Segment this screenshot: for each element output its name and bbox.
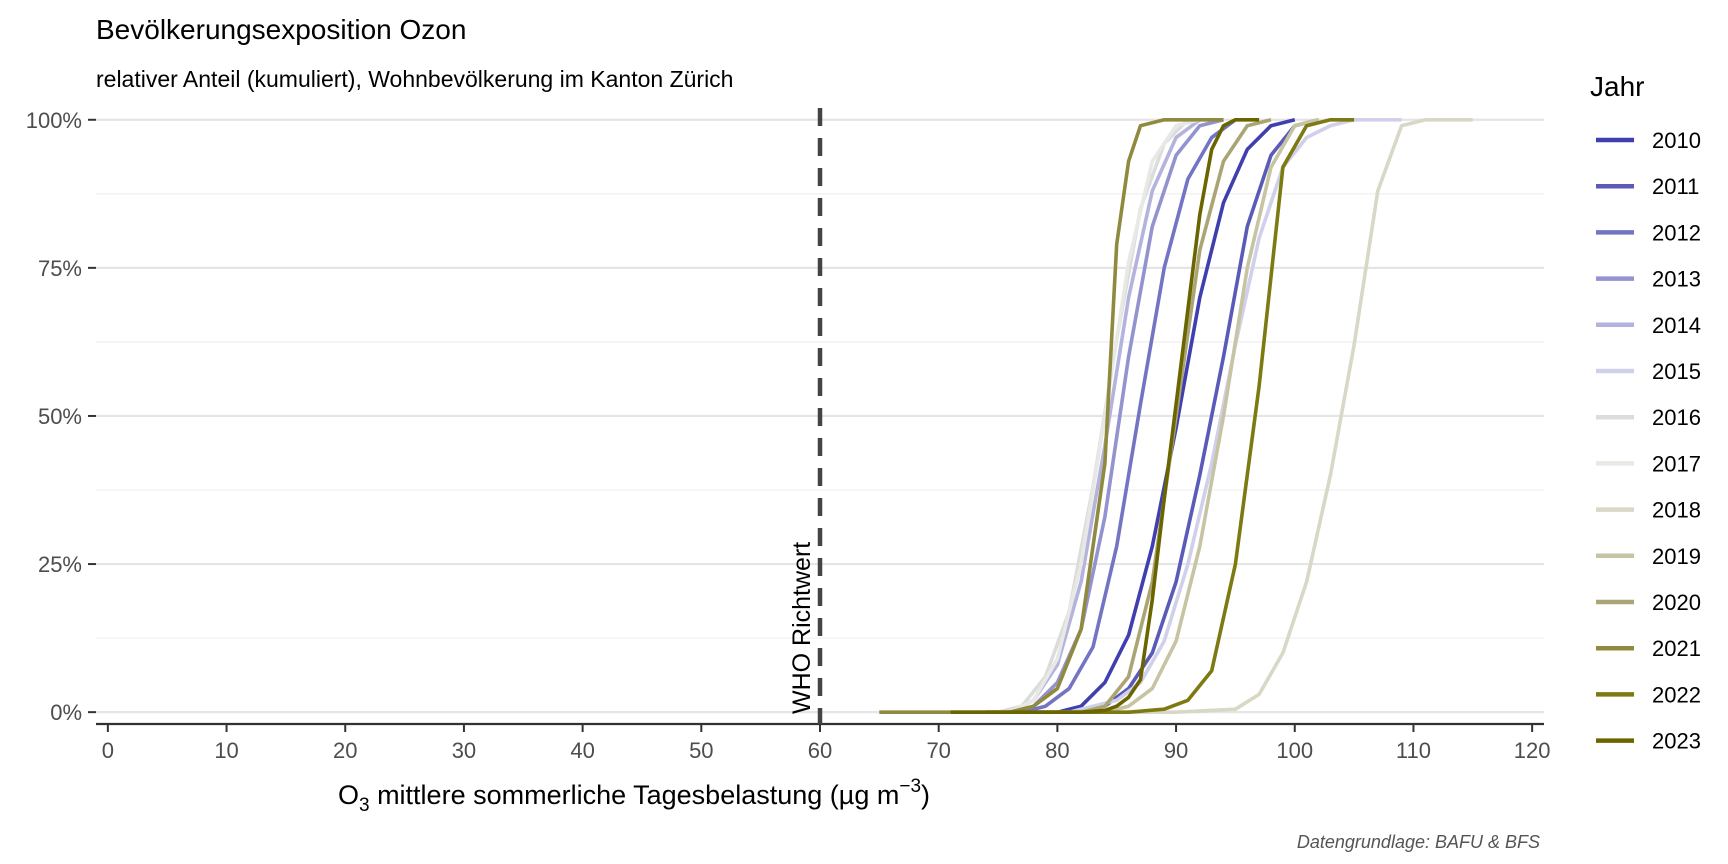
legend-label-2014: 2014 — [1652, 313, 1701, 338]
x-axis-label-end: ) — [921, 780, 930, 810]
x-axis-label-subscript: 3 — [359, 795, 370, 816]
series-line-2022 — [986, 118, 1355, 714]
chart-subtitle: relativer Anteil (kumuliert), Wohnbevölk… — [96, 66, 733, 92]
x-tick-label: 90 — [1164, 738, 1188, 763]
x-tick-label: 70 — [926, 738, 950, 763]
x-tick-label: 80 — [1045, 738, 1069, 763]
who-reference: WHO Richtwert — [788, 108, 823, 724]
legend-label-2019: 2019 — [1652, 544, 1701, 569]
x-tick-label: 120 — [1514, 738, 1551, 763]
series-line-2017 — [986, 118, 1201, 714]
axes: 0 10 20 30 40 50 60 70 80 90 100 110 120 0% 25% 50% 75% 1… — [26, 108, 1551, 763]
series-line-2023 — [950, 118, 1260, 714]
series-line-2016 — [974, 118, 1190, 714]
x-tick-label: 50 — [689, 738, 713, 763]
legend-label-2013: 2013 — [1652, 267, 1701, 292]
who-reference-label: WHO Richtwert — [788, 542, 816, 714]
legend-label-2021: 2021 — [1652, 636, 1701, 661]
x-axis-label-superscript: −3 — [899, 776, 921, 797]
series-line-2018 — [1104, 118, 1473, 714]
legend: Jahr 2010 2011 2012 2013 2014 2015 2016 2017 201… — [1590, 71, 1701, 754]
legend-title: Jahr — [1590, 71, 1644, 102]
x-axis-label-prefix: O — [338, 780, 359, 810]
series-line-2015 — [1045, 118, 1402, 714]
legend-label-2010: 2010 — [1652, 128, 1701, 153]
y-tick-label: 75% — [38, 256, 82, 281]
legend-label-2018: 2018 — [1652, 498, 1701, 523]
legend-label-2016: 2016 — [1652, 405, 1701, 430]
legend-label-2011: 2011 — [1652, 174, 1699, 199]
x-tick-label: 20 — [333, 738, 357, 763]
y-tick-label: 100% — [26, 108, 82, 133]
x-tick-label: 40 — [570, 738, 594, 763]
y-tick-label: 50% — [38, 404, 82, 429]
series-line-2012 — [998, 118, 1237, 714]
y-tick-label: 25% — [38, 552, 82, 577]
x-tick-label: 60 — [808, 738, 832, 763]
series-lines — [879, 118, 1473, 714]
x-tick-label: 0 — [102, 738, 114, 763]
x-tick-label: 110 — [1396, 738, 1431, 763]
y-tick-label: 0% — [50, 700, 82, 725]
data-source-caption: Datengrundlage: BAFU & BFS — [1297, 832, 1540, 852]
x-axis-label-main: mittlere sommerliche Tagesbelastung (µg … — [370, 780, 900, 810]
x-tick-label: 100 — [1276, 738, 1313, 763]
legend-label-2015: 2015 — [1652, 359, 1701, 384]
series-line-2019 — [1057, 118, 1319, 714]
legend-label-2012: 2012 — [1652, 220, 1701, 245]
legend-label-2022: 2022 — [1652, 682, 1701, 707]
legend-label-2017: 2017 — [1652, 451, 1701, 476]
x-tick-label: 30 — [452, 738, 476, 763]
chart-title: Bevölkerungsexposition Ozon — [96, 14, 466, 45]
legend-label-2023: 2023 — [1652, 729, 1701, 754]
x-tick-label: 10 — [214, 738, 238, 763]
x-axis-label: O3 mittlere sommerliche Tagesbelastung (… — [338, 776, 930, 816]
legend-label-2020: 2020 — [1652, 590, 1701, 615]
